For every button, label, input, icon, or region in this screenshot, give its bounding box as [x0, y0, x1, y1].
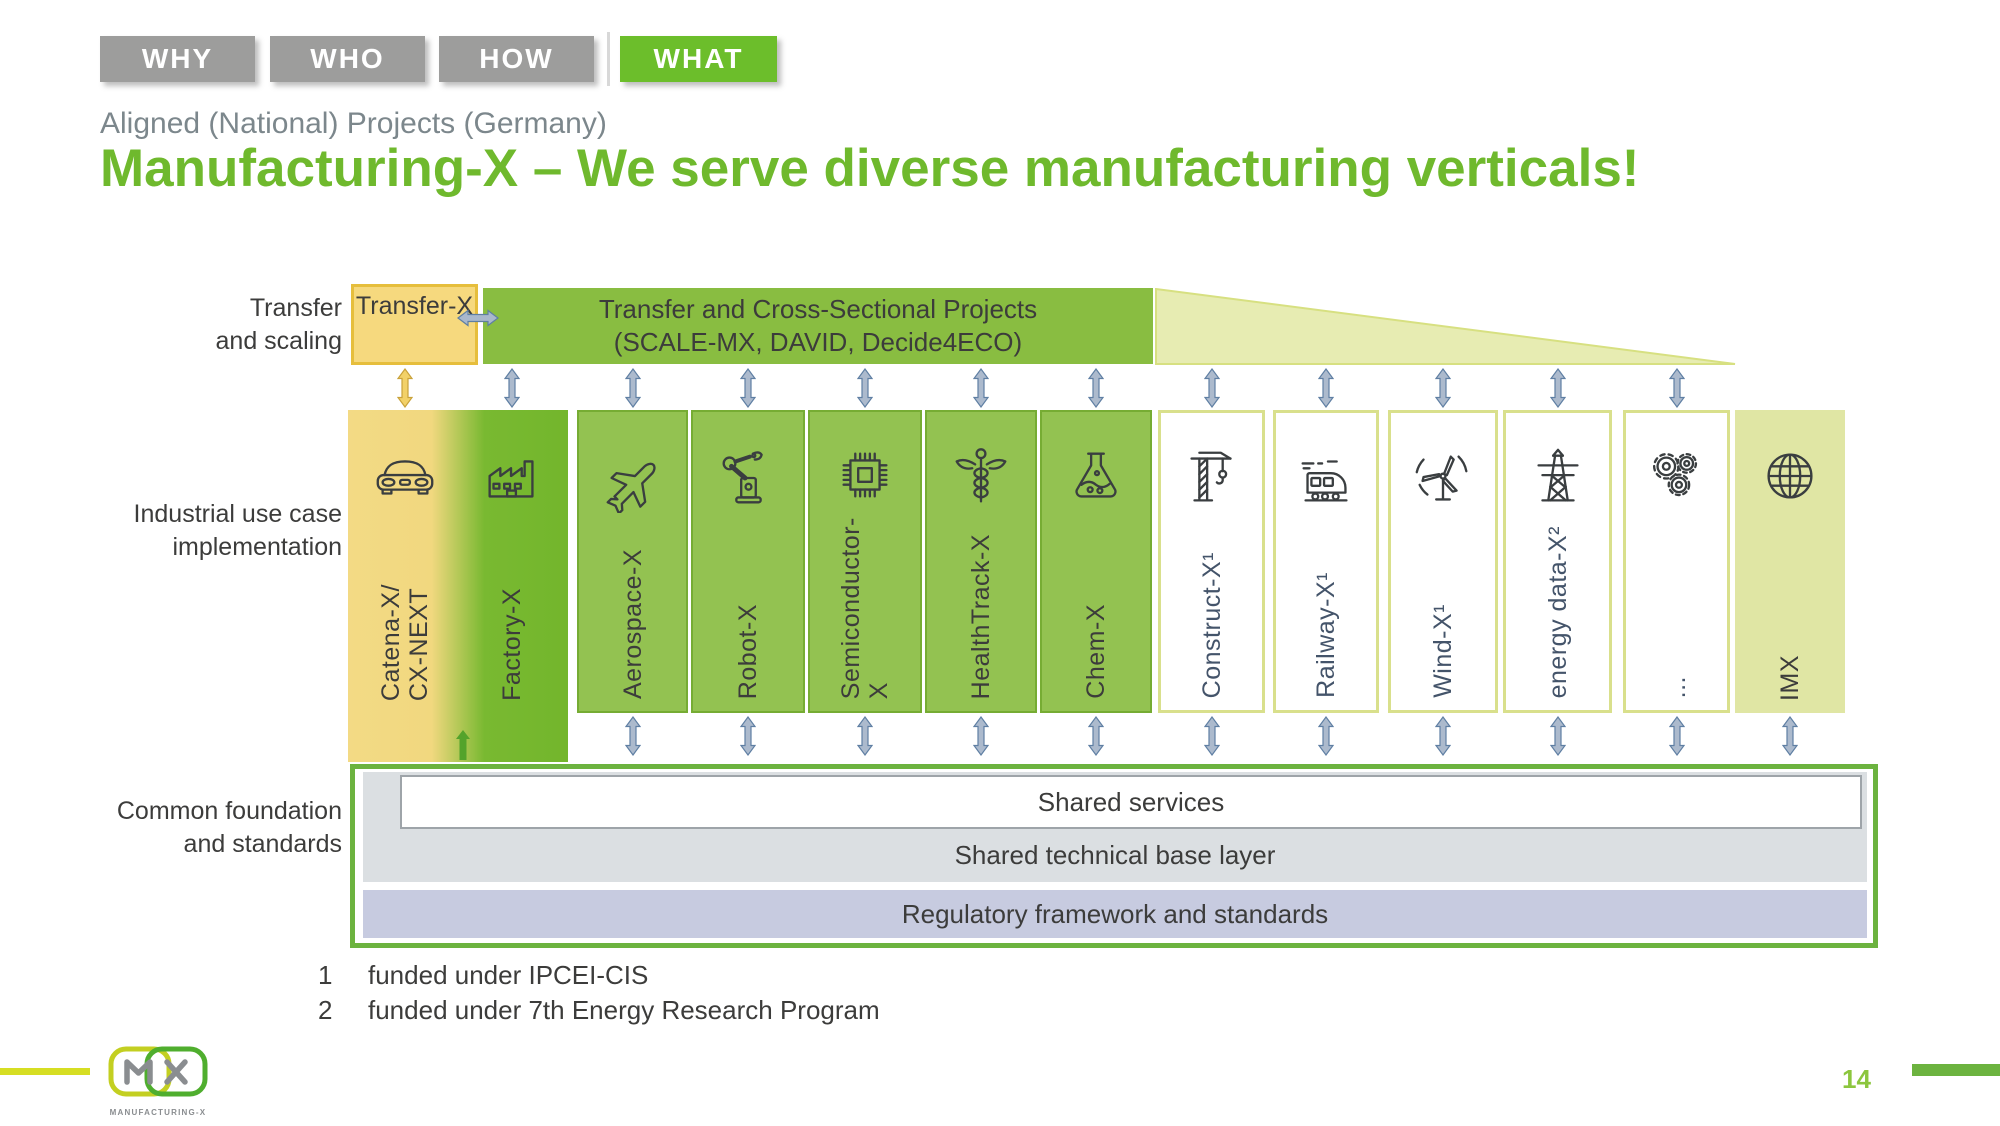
double-arrow-icon — [739, 367, 757, 413]
vertical-label: Aerospace-X — [618, 548, 647, 699]
vertical-label: Catena-X/ CX-NEXT — [377, 583, 433, 701]
footer-left-line — [0, 1068, 90, 1075]
footnote-text: funded under IPCEI-CIS — [368, 960, 649, 990]
vertical-label: ... — [1662, 675, 1691, 698]
double-arrow-icon — [1317, 367, 1335, 413]
row-label-transfer: Transfer and scaling — [215, 294, 342, 355]
wind-turbine-icon — [1408, 439, 1478, 519]
caduceus-icon — [946, 438, 1016, 518]
slide-title: Manufacturing-X – We serve diverse manuf… — [100, 139, 1640, 198]
globe-icon — [1755, 436, 1825, 516]
cross-sectional-projects-box: Transfer and Cross-Sectional Projects (S… — [483, 288, 1153, 364]
mx-logo-icon — [108, 1046, 208, 1097]
double-arrow-icon — [972, 367, 990, 413]
page-number: 14 — [1842, 1064, 1871, 1094]
vertical-column-more: ... — [1623, 410, 1730, 713]
vertical-label: Robot-X — [734, 603, 762, 699]
double-arrow-icon — [739, 715, 757, 761]
footnotes: 1 funded under IPCEI-CIS 2 funded under … — [318, 958, 880, 1028]
vertical-column-healthtrack-x: HealthTrack-X — [925, 410, 1037, 713]
up-arrow-icon — [455, 729, 471, 766]
footer-right-bar — [1912, 1064, 2000, 1076]
double-arrow-icon — [1203, 715, 1220, 761]
vertical-column-chem-x: Chem-X — [1040, 410, 1152, 713]
transfer-x-box: Transfer-X — [351, 284, 478, 365]
double-arrow-icon — [1549, 715, 1566, 761]
vertical-column-imx: IMX — [1735, 410, 1845, 713]
gears-icon — [1642, 439, 1712, 519]
footnote-number: 1 — [318, 960, 333, 990]
vertical-label: Semiconductor-X — [837, 516, 893, 699]
double-arrow-icon — [972, 715, 990, 761]
double-arrow-icon — [503, 367, 521, 413]
vertical-column-aerospace-x: Aerospace-X — [577, 410, 688, 713]
vertical-label: Construct-X¹ — [1197, 551, 1226, 698]
double-arrow-icon — [856, 715, 874, 761]
tab-what[interactable]: WHAT — [620, 36, 777, 82]
vertical-column-construct-x: Construct-X¹ — [1158, 410, 1265, 713]
train-icon — [1291, 439, 1361, 519]
footnote-1: 1 funded under IPCEI-CIS — [318, 958, 880, 993]
footnote-number: 2 — [318, 995, 333, 1025]
double-arrow-icon — [1434, 367, 1452, 413]
logo-caption: MANUFACTURING-X — [109, 1108, 207, 1117]
vertical-column-energy-data-x: energy data-X² — [1503, 410, 1612, 713]
robot-arm-icon — [713, 438, 783, 518]
tab-divider — [607, 32, 610, 86]
double-arrow-icon — [1668, 367, 1685, 413]
vertical-label: Factory-X — [498, 588, 526, 701]
double-arrow-icon — [1549, 367, 1566, 413]
row-label-use-case: Industrial use case implementation — [133, 500, 342, 561]
footnote-2: 2 funded under 7th Energy Research Progr… — [318, 993, 880, 1028]
double-arrow-icon — [1434, 715, 1452, 761]
power-pylon-icon — [1523, 439, 1593, 519]
tab-why[interactable]: WHY — [100, 36, 255, 82]
footnote-text: funded under 7th Energy Research Program — [368, 995, 880, 1025]
vertical-label: Railway-X¹ — [1312, 572, 1340, 698]
vertical-column-factory-x: Factory-X — [459, 410, 565, 713]
tab-how[interactable]: HOW — [439, 36, 594, 82]
vertical-column-railway-x: Railway-X¹ — [1273, 410, 1379, 713]
double-arrow-icon — [856, 367, 874, 413]
crane-icon — [1177, 439, 1247, 519]
tab-who[interactable]: WHO — [270, 36, 425, 82]
vertical-label: Chem-X — [1082, 604, 1110, 699]
double-arrow-icon — [1087, 715, 1105, 761]
double-arrow-icon — [624, 367, 641, 413]
vertical-label: IMX — [1776, 655, 1804, 701]
airplane-icon — [598, 438, 668, 518]
vertical-label: Wind-X¹ — [1429, 604, 1457, 698]
regulatory-framework-layer: Regulatory framework and standards — [363, 890, 1867, 938]
vertical-column-robot-x: Robot-X — [691, 410, 805, 713]
double-arrow-icon — [624, 715, 641, 761]
microchip-icon — [830, 438, 900, 513]
double-arrow-icon — [1087, 367, 1105, 413]
scaling-triangle — [1155, 288, 1736, 365]
double-arrow-icon — [1781, 715, 1799, 761]
factory-icon — [477, 436, 547, 516]
vertical-label: HealthTrack-X — [967, 533, 995, 699]
manufacturing-x-logo: MANUFACTURING-X — [108, 1046, 208, 1117]
vertical-column-catena-x-cx-next: Catena-X/ CX-NEXT — [352, 410, 458, 713]
double-arrow-icon — [1317, 715, 1335, 761]
vertical-column-wind-x: Wind-X¹ — [1388, 410, 1498, 713]
flask-icon — [1061, 438, 1131, 518]
double-arrow-icon — [396, 367, 414, 413]
double-arrow-icon — [1668, 715, 1685, 761]
car-icon — [370, 436, 440, 516]
shared-services-layer: Shared services — [400, 775, 1862, 829]
vertical-label: energy data-X² — [1543, 525, 1572, 698]
slide-subtitle: Aligned (National) Projects (Germany) — [100, 107, 607, 140]
vertical-column-semiconductor-x: Semiconductor-X — [808, 410, 922, 713]
transfer-link-arrow-icon — [457, 309, 499, 332]
row-label-foundation: Common foundation and standards — [116, 797, 342, 858]
shared-technical-base-layer: Shared technical base layer — [954, 840, 1276, 870]
double-arrow-icon — [1203, 367, 1220, 413]
